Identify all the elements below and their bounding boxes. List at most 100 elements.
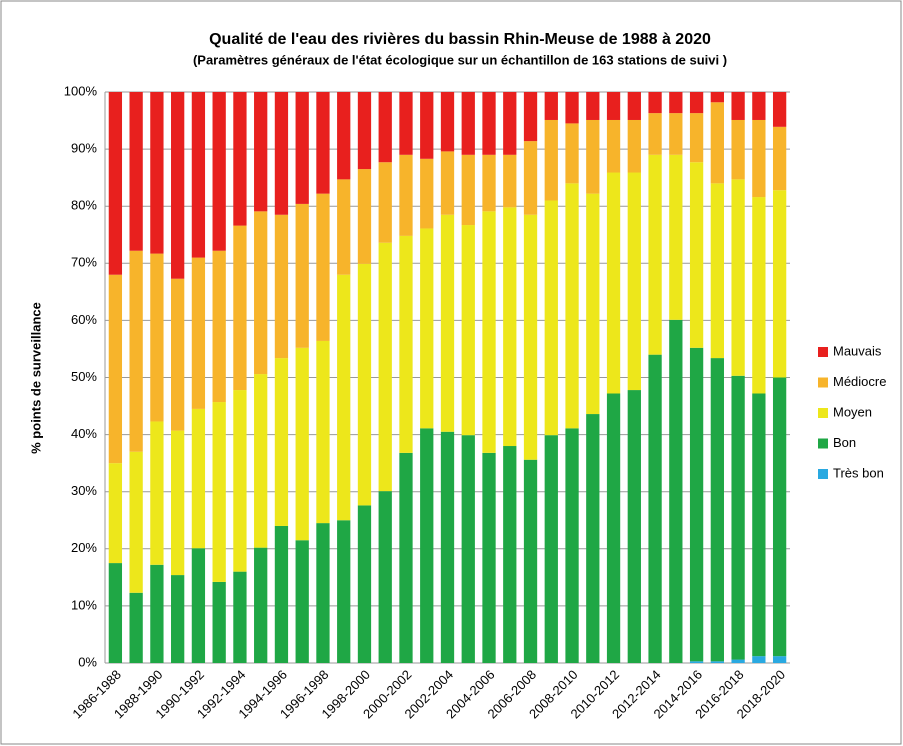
bar-segment	[295, 540, 309, 663]
bar-segment	[440, 151, 455, 215]
bar-segment	[710, 183, 724, 359]
bar-segment	[150, 421, 164, 565]
y-tick-label: 10%	[71, 597, 97, 612]
bar-segment	[689, 347, 704, 662]
bar-segment	[710, 358, 724, 662]
bar-segment	[606, 119, 621, 173]
bar-segment	[440, 214, 455, 432]
y-tick-label: 80%	[71, 198, 97, 213]
bar-segment	[191, 548, 206, 663]
legend-label: Moyen	[833, 404, 872, 419]
bar-segment	[316, 193, 330, 341]
bar-segment	[357, 505, 372, 663]
bar-segment	[503, 92, 517, 155]
bar-segment	[523, 92, 538, 142]
chart-title: Qualité de l'eau des rivières du bassin …	[209, 31, 711, 48]
y-tick-label: 90%	[71, 141, 97, 156]
bar-segment	[565, 428, 579, 663]
bar-segment	[544, 435, 558, 663]
y-tick-label: 100%	[64, 83, 98, 98]
bar-segment	[544, 119, 558, 201]
bar-segment	[627, 119, 641, 173]
bar-segment	[378, 242, 392, 492]
bar-segment	[689, 113, 704, 163]
bar-segment	[357, 92, 372, 170]
y-tick-label: 20%	[71, 540, 97, 555]
bar-segment	[108, 563, 123, 663]
bar-segment	[274, 525, 289, 663]
bar-segment	[233, 92, 247, 226]
y-tick-label: 30%	[71, 483, 97, 498]
bar-segment	[523, 141, 538, 215]
bar-segment	[565, 183, 579, 429]
bar-segment	[669, 154, 683, 320]
bar-segment	[295, 203, 309, 348]
bar-segment	[669, 92, 683, 114]
bar-segment	[129, 592, 143, 663]
legend-label: Bon	[833, 435, 856, 450]
bar-segment	[254, 374, 268, 548]
bar-segment	[212, 402, 226, 582]
bar-segment	[233, 571, 247, 663]
bar-segment	[129, 250, 143, 452]
bar-segment	[191, 92, 206, 258]
bar-segment	[586, 193, 600, 415]
bar-segment	[482, 211, 496, 453]
bar-segment	[357, 263, 372, 506]
bar-segment	[316, 340, 330, 524]
bar-segment	[233, 390, 247, 572]
bar-segment	[254, 547, 268, 663]
bar-segment	[772, 190, 787, 378]
bar-segment	[378, 162, 392, 243]
bar-segment	[399, 154, 413, 236]
bar-segment	[461, 92, 475, 155]
bar-segment	[710, 102, 724, 184]
bar-segment	[171, 92, 185, 279]
bar-segment	[752, 92, 766, 120]
bar-segment	[295, 347, 309, 541]
bar-segment	[440, 431, 455, 663]
y-axis-label: % points de surveillance	[28, 302, 43, 454]
bar-segment	[731, 375, 745, 660]
bar-segment	[461, 435, 475, 663]
bar-segment	[316, 523, 330, 663]
bar-segment	[171, 430, 185, 576]
bar-segment	[399, 235, 413, 453]
bar-segment	[523, 214, 538, 460]
legend-swatch	[818, 377, 828, 388]
bar-segment	[772, 656, 787, 663]
bar-segment	[772, 126, 787, 191]
bar-segment	[129, 92, 143, 251]
bar-segment	[731, 92, 745, 120]
bar-segment	[150, 564, 164, 663]
bar-segment	[212, 250, 226, 403]
bar-segment	[752, 197, 766, 394]
bar-segment	[503, 446, 517, 663]
bar-segment	[627, 390, 641, 663]
bar-segment	[627, 92, 641, 120]
bar-segment	[606, 92, 621, 120]
bar-segment	[648, 113, 662, 155]
bar-segment	[254, 211, 268, 375]
bar-segment	[689, 92, 704, 114]
legend-label: Médiocre	[833, 374, 886, 389]
bar-segment	[710, 661, 724, 663]
chart-subtitle: (Paramètres généraux de l'état écologiqu…	[193, 52, 727, 67]
legend-swatch	[818, 408, 828, 418]
bar-segment	[108, 274, 123, 464]
bar-segment	[274, 92, 289, 215]
y-tick-label: 40%	[71, 426, 97, 441]
bar-segment	[171, 575, 185, 663]
bar-segment	[669, 319, 683, 663]
bar-segment	[191, 408, 206, 549]
bar-segment	[606, 393, 621, 663]
bar-segment	[544, 92, 558, 120]
bar-segment	[565, 123, 579, 184]
y-tick-label: 60%	[71, 312, 97, 327]
bar-segment	[523, 459, 538, 663]
bar-segment	[420, 92, 434, 159]
bar-segment	[295, 92, 309, 204]
bar-segment	[254, 92, 268, 212]
bar-segment	[399, 92, 413, 155]
bar-segment	[772, 377, 787, 657]
